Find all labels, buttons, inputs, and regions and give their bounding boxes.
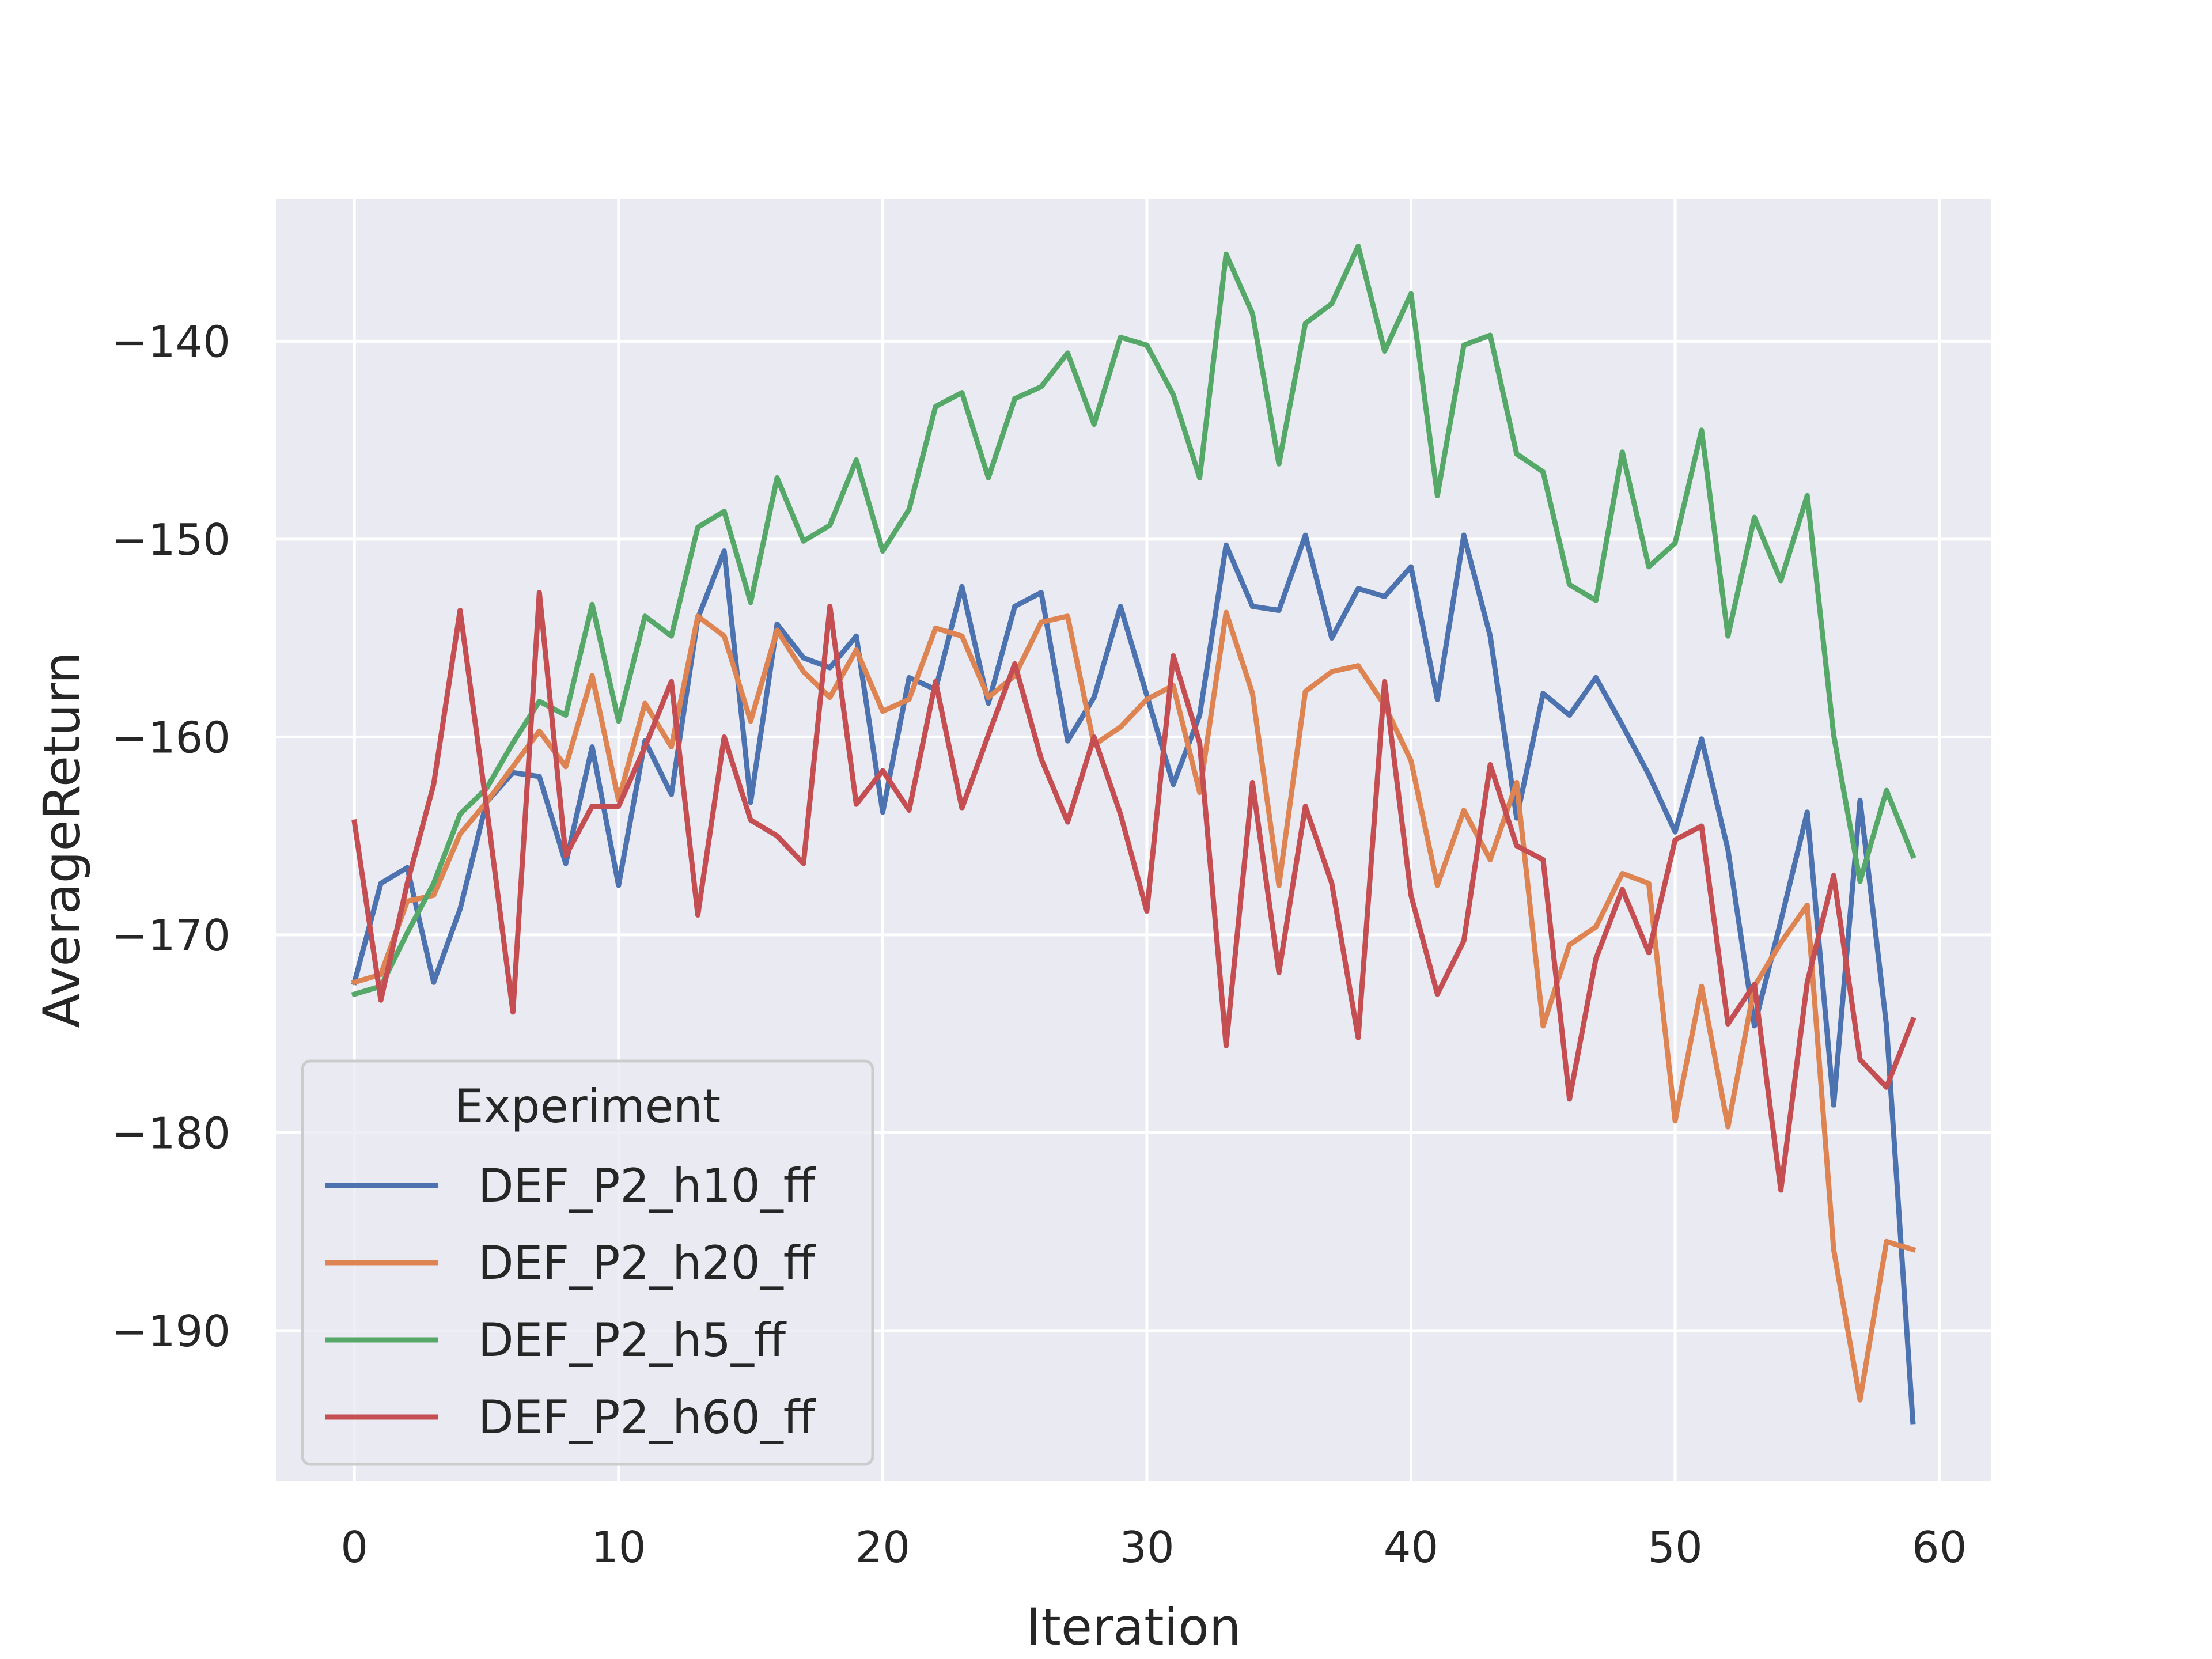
y-tick-label: −150 — [112, 514, 230, 565]
legend-label: DEF_P2_h5_ff — [478, 1313, 787, 1367]
gridlines — [276, 199, 1991, 1481]
y-tick-label: −190 — [112, 1306, 230, 1357]
y-tick-labels: −140 −150 −160 −170 −180 −190 — [112, 316, 230, 1357]
series-line-def-p2-h60-ff — [351, 590, 1916, 1193]
legend-label: DEF_P2_h10_ff — [478, 1159, 816, 1213]
x-tick-label: 20 — [855, 1522, 910, 1573]
x-tick-label: 10 — [591, 1522, 646, 1573]
x-tick-label: 0 — [340, 1522, 368, 1573]
legend-label: DEF_P2_h20_ff — [478, 1236, 816, 1290]
legend-box — [301, 1059, 874, 1466]
x-tick-label: 30 — [1119, 1522, 1174, 1573]
x-tick-label: 40 — [1384, 1522, 1438, 1573]
y-tick-label: −140 — [112, 316, 230, 367]
x-tick-label: 50 — [1647, 1522, 1702, 1573]
y-axis-title: AverageReturn — [32, 652, 92, 1028]
y-tick-label: −180 — [112, 1108, 230, 1158]
series-layer — [351, 243, 1916, 1425]
y-tick-label: −160 — [112, 712, 230, 763]
x-tick-labels: 0 10 20 30 40 50 60 — [340, 1522, 1967, 1573]
legend-title: Experiment — [454, 1080, 721, 1133]
y-tick-label: −170 — [112, 910, 230, 961]
legend: Experiment DEF_P2_h10_ffDEF_P2_h20_ffDEF… — [301, 1059, 874, 1466]
x-axis-title: Iteration — [1026, 1597, 1241, 1657]
series-line-def-p2-h10-ff — [351, 532, 1916, 1425]
legend-label: DEF_P2_h60_ff — [478, 1391, 816, 1444]
x-tick-label: 60 — [1912, 1522, 1967, 1573]
legend-entries: DEF_P2_h10_ff DEF_P2_h20_ff DEF_P2_h5_ff DE… — [325, 1159, 816, 1444]
series-line-def-p2-h5-ff — [351, 243, 1916, 998]
